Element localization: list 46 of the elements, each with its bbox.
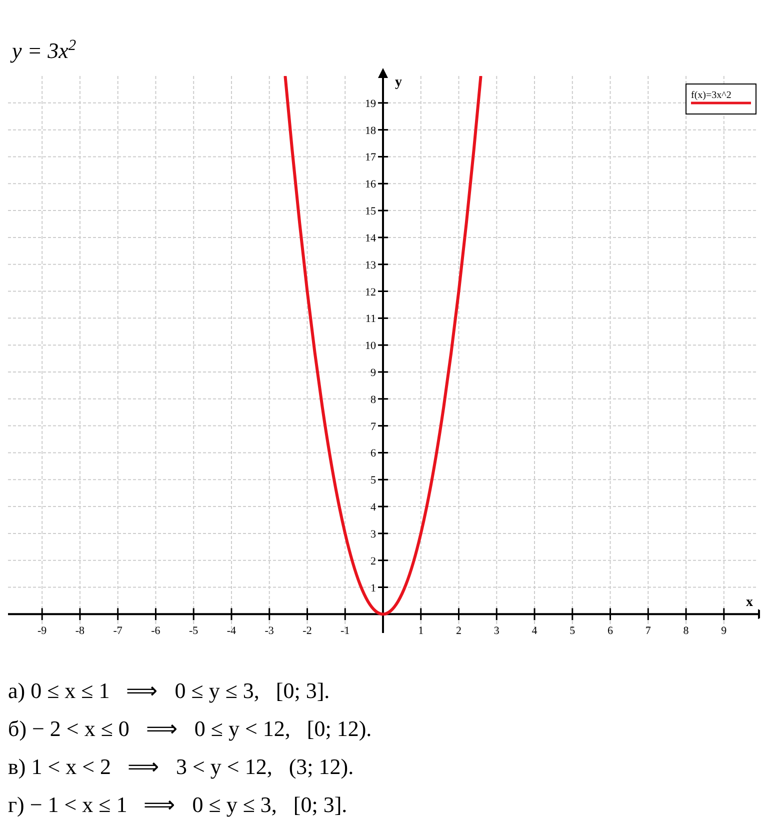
- text: в) 1 < x < 2 ⟹ 3 < y < 12, (3; 12).: [8, 754, 354, 779]
- text: f(x)=3x^2: [691, 90, 732, 101]
- y-tick-label: 16: [365, 178, 376, 191]
- x-tick-label: -6: [151, 625, 161, 638]
- y-tick-label: 19: [365, 98, 376, 110]
- x-tick-label: -1: [340, 625, 350, 638]
- x-tick-label: -9: [38, 625, 48, 638]
- chart-title: y = 3x$^{2}$: [10, 36, 76, 63]
- x-tick-label: 2: [456, 625, 462, 638]
- y-tick-label: 6: [370, 448, 376, 460]
- y-tick-label: 12: [365, 286, 376, 298]
- x-tick-label: 7: [645, 625, 652, 638]
- x-tick-label: -3: [264, 625, 274, 638]
- x-tick-label: 6: [608, 625, 614, 638]
- y-tick-label: 3: [370, 528, 376, 540]
- y-tick-label: 9: [370, 366, 376, 379]
- x-tick-label: 4: [532, 625, 538, 638]
- x-tick-label: 8: [683, 625, 690, 638]
- text: б) − 2 < x ≤ 0 ⟹ 0 ≤ y < 12, [0; 12).: [8, 716, 372, 741]
- y-tick-label: 5: [370, 474, 376, 487]
- y-axis-title: y: [395, 75, 402, 90]
- x-tick-label: -2: [302, 625, 312, 638]
- y-tick-label: 2: [370, 555, 376, 568]
- y-tick-label: 7: [370, 420, 376, 433]
- y-tick-label: 4: [370, 502, 376, 514]
- x-tick-label: -7: [113, 625, 123, 638]
- x-tick-label: -8: [75, 625, 86, 638]
- x-tick-label: 9: [721, 625, 728, 638]
- y-tick-label: 17: [365, 152, 376, 164]
- text: г) − 1 < x ≤ 1 ⟹ 0 ≤ y ≤ 3, [0; 3].: [8, 792, 348, 817]
- text: а) 0 ≤ x ≤ 1 ⟹ 0 ≤ y ≤ 3, [0; 3].: [8, 678, 330, 703]
- y-tick-label: 11: [365, 313, 376, 326]
- y-tick-label: 13: [365, 259, 376, 272]
- x-tick-label: -5: [189, 625, 199, 638]
- x-tick-label: 5: [570, 625, 576, 638]
- x-tick-label: -4: [226, 625, 237, 638]
- y-tick-label: 1: [370, 582, 376, 594]
- x-tick-label: 3: [494, 625, 500, 638]
- x-axis-title: x: [746, 595, 753, 610]
- y-tick-label: 15: [365, 206, 376, 218]
- x-tick-label: 1: [418, 625, 424, 638]
- y-tick-label: 10: [365, 340, 376, 352]
- line-series: [284, 76, 482, 616]
- y-tick-label: 18: [365, 124, 376, 137]
- y-tick-label: 14: [365, 232, 376, 244]
- y-tick-label: 8: [370, 394, 376, 406]
